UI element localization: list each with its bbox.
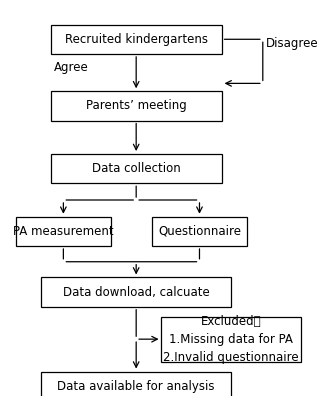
- Text: Questionnaire: Questionnaire: [158, 225, 241, 238]
- Text: Excluded：
1.Missing data for PA
2.Invalid questionnaire: Excluded： 1.Missing data for PA 2.Invali…: [163, 315, 299, 364]
- Text: PA measurement: PA measurement: [13, 225, 114, 238]
- Text: Data download, calcuate: Data download, calcuate: [63, 286, 210, 299]
- FancyBboxPatch shape: [152, 217, 247, 246]
- FancyBboxPatch shape: [41, 372, 231, 400]
- FancyBboxPatch shape: [51, 154, 222, 183]
- Text: Data available for analysis: Data available for analysis: [57, 380, 215, 393]
- FancyBboxPatch shape: [51, 24, 222, 54]
- FancyBboxPatch shape: [51, 91, 222, 121]
- FancyBboxPatch shape: [162, 317, 301, 362]
- Text: Disagree: Disagree: [266, 37, 318, 50]
- Text: Data collection: Data collection: [92, 162, 181, 175]
- FancyBboxPatch shape: [16, 217, 111, 246]
- Text: Recruited kindergartens: Recruited kindergartens: [65, 33, 208, 46]
- Text: Parents’ meeting: Parents’ meeting: [86, 100, 187, 112]
- Text: Agree: Agree: [54, 61, 89, 74]
- FancyBboxPatch shape: [41, 278, 231, 307]
